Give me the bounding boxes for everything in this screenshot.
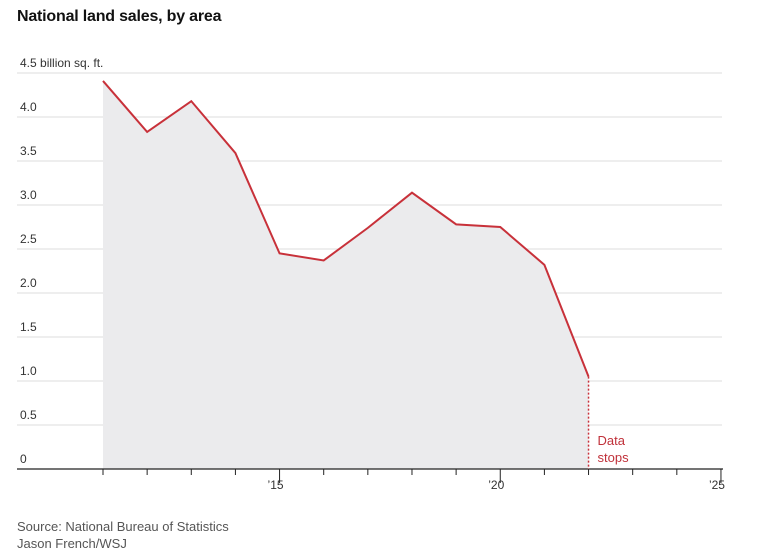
area-shape <box>103 80 589 470</box>
y-tick-label: 3.5 <box>20 144 37 158</box>
y-tick-label: 1.5 <box>20 320 37 334</box>
data-stops-annotation: Data stops <box>587 376 630 469</box>
chart-svg: 0 0.5 1.0 1.5 2.0 2.5 3.0 3.5 4.0 4.5 billion sq.… <box>17 56 726 492</box>
x-tick-labels: ’15 ’20 ’25 <box>268 478 726 492</box>
annotation-text: stops <box>598 450 630 465</box>
y-tick-label: 4.0 <box>20 100 37 114</box>
y-tick-label: 3.0 <box>20 188 37 202</box>
y-tick-label: 4.5 billion sq. ft. <box>20 56 103 70</box>
source-note: Source: National Bureau of Statistics Ja… <box>17 518 229 552</box>
annotation-text: Data <box>598 433 626 448</box>
x-tick-label: ’25 <box>709 478 725 492</box>
area-fill <box>103 80 589 470</box>
chart-title: National land sales, by area <box>17 8 222 25</box>
y-tick-label: 2.0 <box>20 276 37 290</box>
series-line-group <box>102 80 590 377</box>
credit-text: Jason French/WSJ <box>17 536 127 551</box>
source-text: Source: National Bureau of Statistics <box>17 519 229 534</box>
x-tick-label: ’20 <box>488 478 504 492</box>
y-tick-labels: 0 0.5 1.0 1.5 2.0 2.5 3.0 3.5 4.0 4.5 billion sq.… <box>20 56 103 466</box>
x-axis <box>17 468 723 483</box>
x-tick-label: ’15 <box>268 478 284 492</box>
series-line <box>102 80 590 377</box>
y-tick-label: 0 <box>20 452 27 466</box>
y-tick-label: 0.5 <box>20 408 37 422</box>
y-tick-label: 2.5 <box>20 232 37 246</box>
y-tick-label: 1.0 <box>20 364 37 378</box>
